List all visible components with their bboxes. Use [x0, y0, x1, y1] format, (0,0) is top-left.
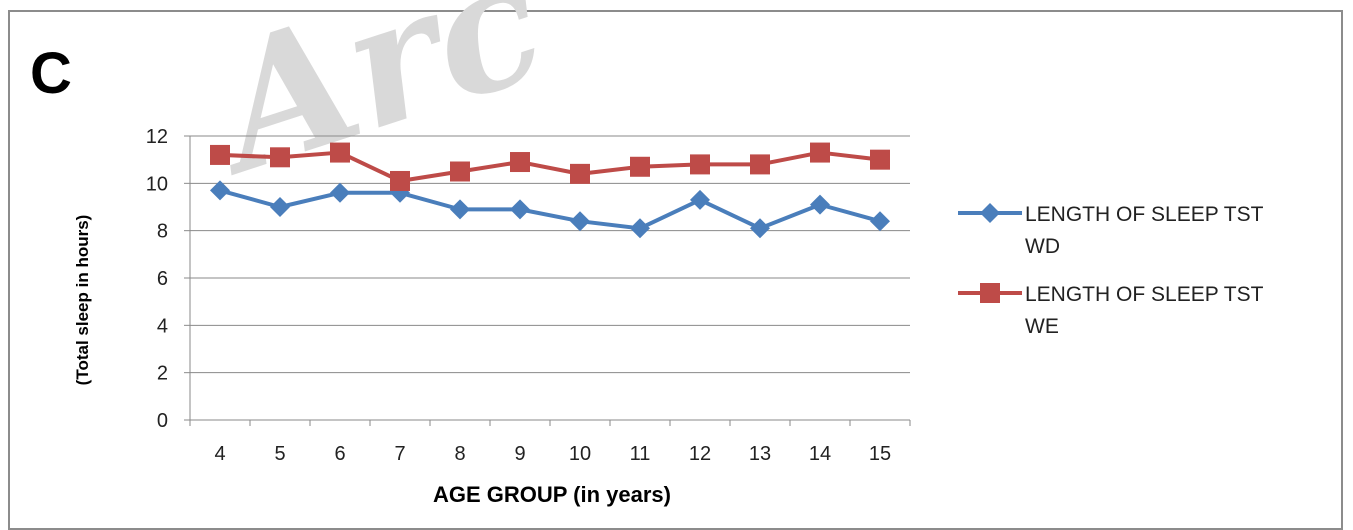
x-tick-label-12: 12	[689, 443, 711, 465]
gridlines	[190, 135, 910, 374]
series-2-point-5	[270, 147, 290, 168]
x-tick-label-14: 14	[809, 443, 831, 465]
series-1-point-10	[570, 211, 590, 232]
y-tick-label-4: 4	[157, 315, 168, 337]
series-1-point-5	[270, 197, 290, 217]
x-tick-label-5: 5	[274, 443, 285, 465]
series-1-point-6	[330, 182, 350, 203]
y-tick-label-6: 6	[157, 268, 168, 290]
x-tick-label-8: 8	[454, 443, 465, 465]
series-2	[210, 142, 890, 191]
series-1-point-15	[870, 211, 890, 232]
series-2-point-7	[390, 170, 410, 191]
x-tick-label-15: 15	[869, 443, 891, 465]
y-tick-labels: 0 2 4 6 8 10 12	[146, 126, 168, 432]
legend-label-1-line-1: LENGTH OF SLEEP TST	[1025, 203, 1264, 226]
x-tick-label-7: 7	[394, 443, 405, 465]
x-tick-label-4: 4	[214, 443, 225, 465]
x-tick-label-13: 13	[749, 443, 771, 465]
y-tick-label-2: 2	[157, 363, 168, 385]
x-tick-label-10: 10	[569, 443, 591, 465]
x-tick-label-11: 11	[630, 443, 651, 465]
series-2-point-9	[510, 152, 530, 173]
series-1	[210, 180, 890, 239]
panel-label: C	[30, 41, 72, 106]
series-2-point-13	[750, 154, 770, 175]
series-1-point-12	[690, 189, 710, 210]
series-2-point-11	[630, 156, 650, 177]
series-2-point-12	[690, 154, 710, 175]
x-tick-label-9: 9	[514, 443, 525, 465]
legend-label-2-line-2: WE	[1025, 315, 1059, 338]
legend-swatch-marker-1	[980, 203, 1000, 223]
x-tick-labels: 4 5 6 7 8 9 10 11 12 13 14 15	[214, 443, 891, 465]
series-1-point-8	[450, 199, 470, 220]
series-1-point-9	[510, 199, 530, 220]
legend-entry-2: LENGTH OF SLEEP TST WE	[958, 283, 1264, 338]
series-2-point-10	[570, 163, 590, 184]
figure-frame	[8, 10, 1343, 530]
y-tick-label-0: 0	[157, 410, 168, 432]
y-tick-label-12: 12	[146, 126, 168, 148]
series-2-point-15	[870, 149, 890, 170]
legend-swatch-marker-2	[980, 283, 1000, 303]
series-1-point-13	[750, 218, 770, 239]
series-2-point-6	[330, 142, 350, 163]
y-tick-label-10: 10	[146, 173, 168, 195]
series-1-point-4	[210, 180, 230, 201]
series-2-point-8	[450, 161, 470, 182]
x-axis-title: AGE GROUP (in years)	[433, 482, 671, 507]
y-axis-title: (Total sleep in hours)	[73, 215, 92, 386]
series-1-point-14	[810, 194, 830, 215]
series-2-line	[219, 150, 881, 183]
series-2-point-4	[210, 144, 230, 165]
y-tick-label-8: 8	[157, 221, 168, 243]
series-1-point-11	[630, 218, 650, 239]
x-tick-label-6: 6	[334, 443, 345, 465]
series-layer	[210, 142, 890, 239]
sleep-line-chart: 0 2 4 6 8 10 12 4 5 6 7 8 9 10 11 12 13 14 15 LENGTH OF S…	[73, 126, 1264, 507]
legend-label-2-line-1: LENGTH OF SLEEP TST	[1025, 283, 1264, 306]
legend-entry-1: LENGTH OF SLEEP TST WD	[958, 203, 1264, 258]
series-1-line	[219, 188, 881, 231]
legend-label-1-line-2: WD	[1025, 235, 1060, 258]
axes	[184, 135, 911, 426]
series-2-point-14	[810, 142, 830, 163]
